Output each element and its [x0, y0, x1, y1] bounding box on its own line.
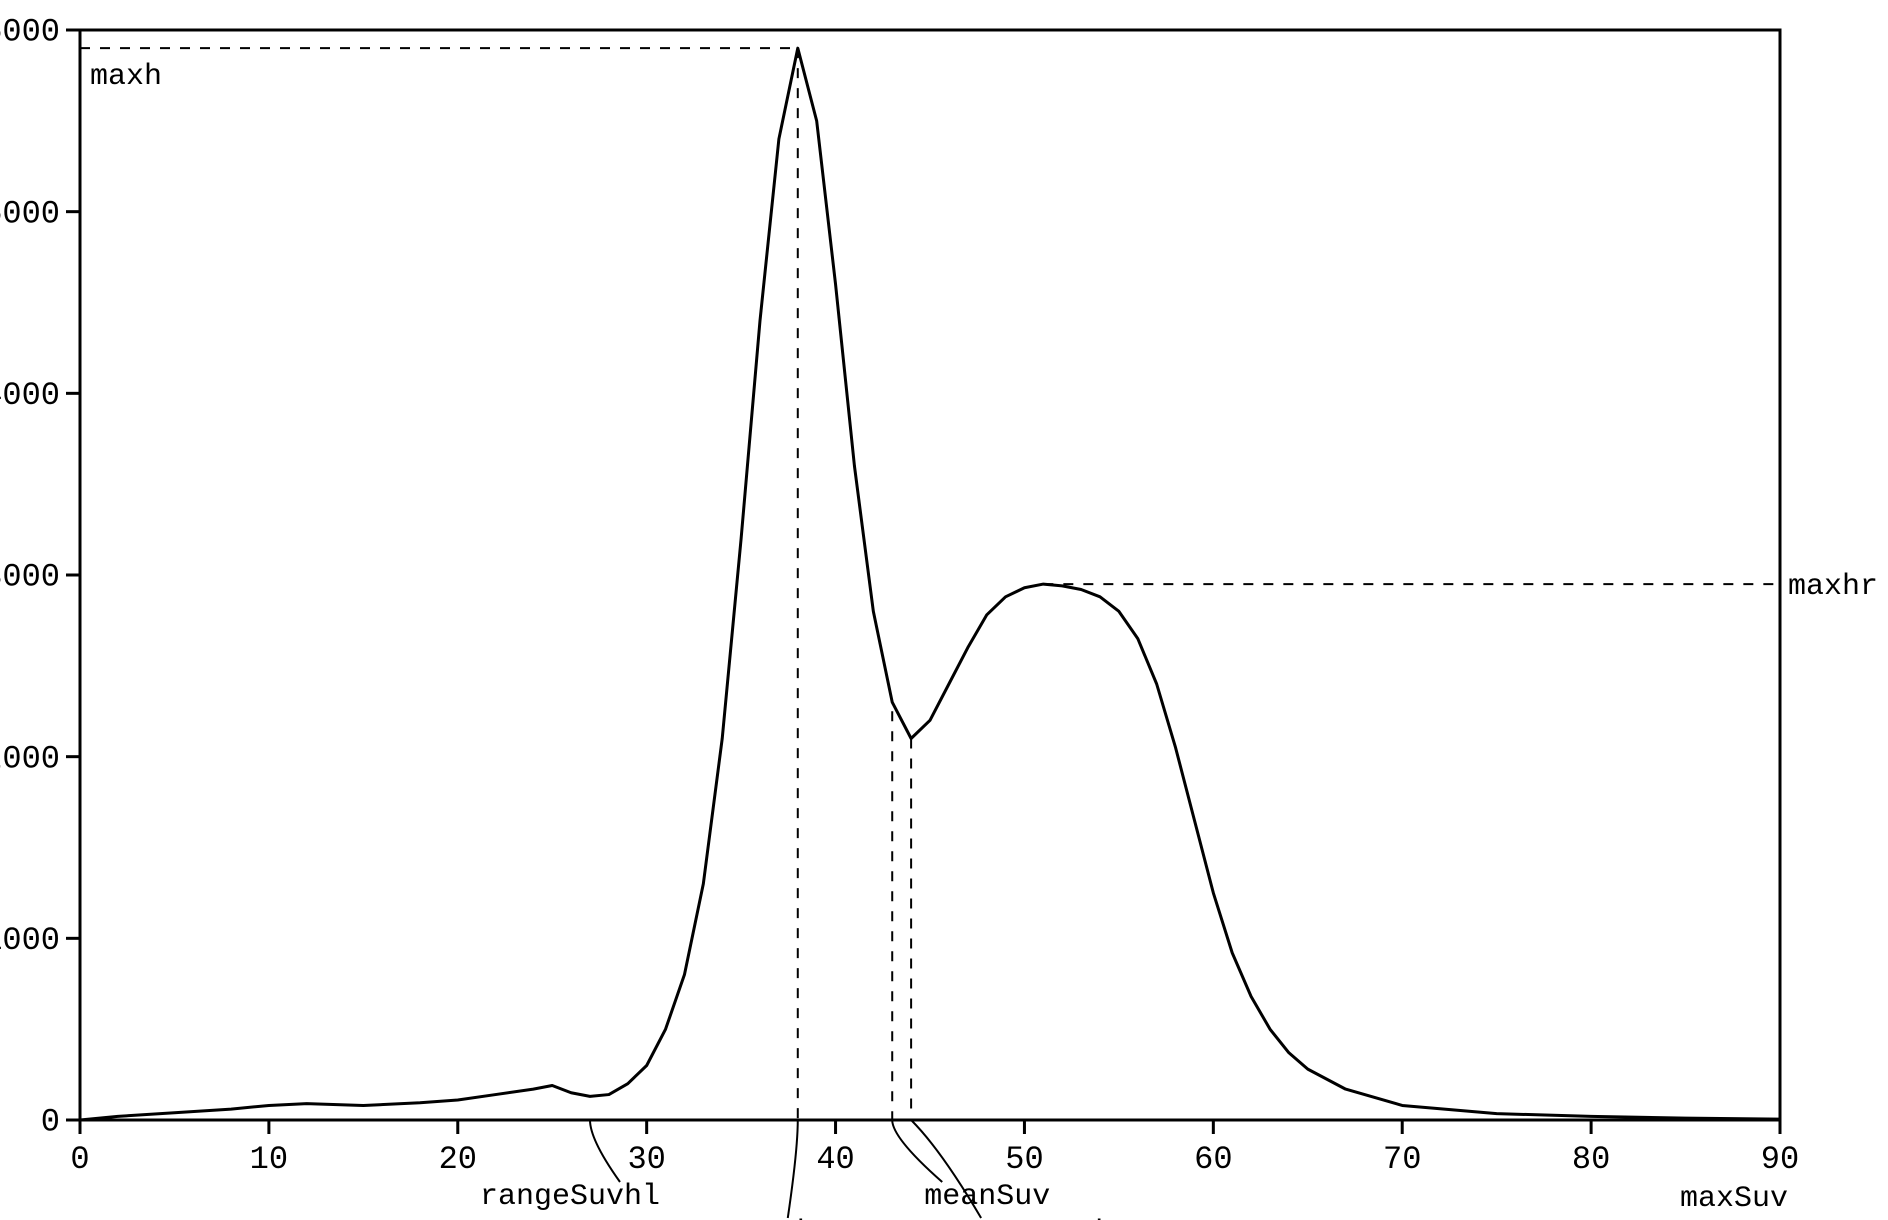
x-tick-label: 70	[1383, 1141, 1421, 1178]
x-tick-label: 50	[1005, 1141, 1043, 1178]
maxh-label: maxh	[90, 60, 162, 94]
meansuv-label: meanSuv	[924, 1180, 1050, 1214]
x-tick-label: 60	[1194, 1141, 1232, 1178]
rangesuvhl-label: rangeSuvhl	[480, 1180, 660, 1214]
y-tick-label: 6000	[0, 14, 60, 51]
histogram-chart: 0 10 20 30 40 50 60 70 80 90 0 1000 2000 3000 4000 5000…	[0, 0, 1888, 1220]
y-tick-label: 2000	[0, 740, 60, 777]
x-tick-label: 40	[816, 1141, 854, 1178]
y-tick-label: 3000	[0, 559, 60, 596]
maxhr-label: maxhr	[1788, 570, 1878, 604]
y-tick-label: 5000	[0, 195, 60, 232]
y-tick-label: 0	[41, 1104, 60, 1141]
y-tick-label: 1000	[0, 922, 60, 959]
x-tick-label: 0	[70, 1141, 89, 1178]
rangesuvhr-label: rangeSuvhr	[951, 1216, 1131, 1220]
x-tick-label: 80	[1572, 1141, 1610, 1178]
x-tick-label: 10	[250, 1141, 288, 1178]
x-tick-label: 90	[1761, 1141, 1799, 1178]
maxsuv-label: maxSuv	[1680, 1182, 1788, 1216]
y-tick-label: 4000	[0, 377, 60, 414]
x-tick-label: 20	[439, 1141, 477, 1178]
chart-container: 0 10 20 30 40 50 60 70 80 90 0 1000 2000 3000 4000 5000…	[0, 0, 1888, 1220]
x-tick-label: 30	[627, 1141, 665, 1178]
maxhx-label: maxhx	[743, 1216, 833, 1220]
